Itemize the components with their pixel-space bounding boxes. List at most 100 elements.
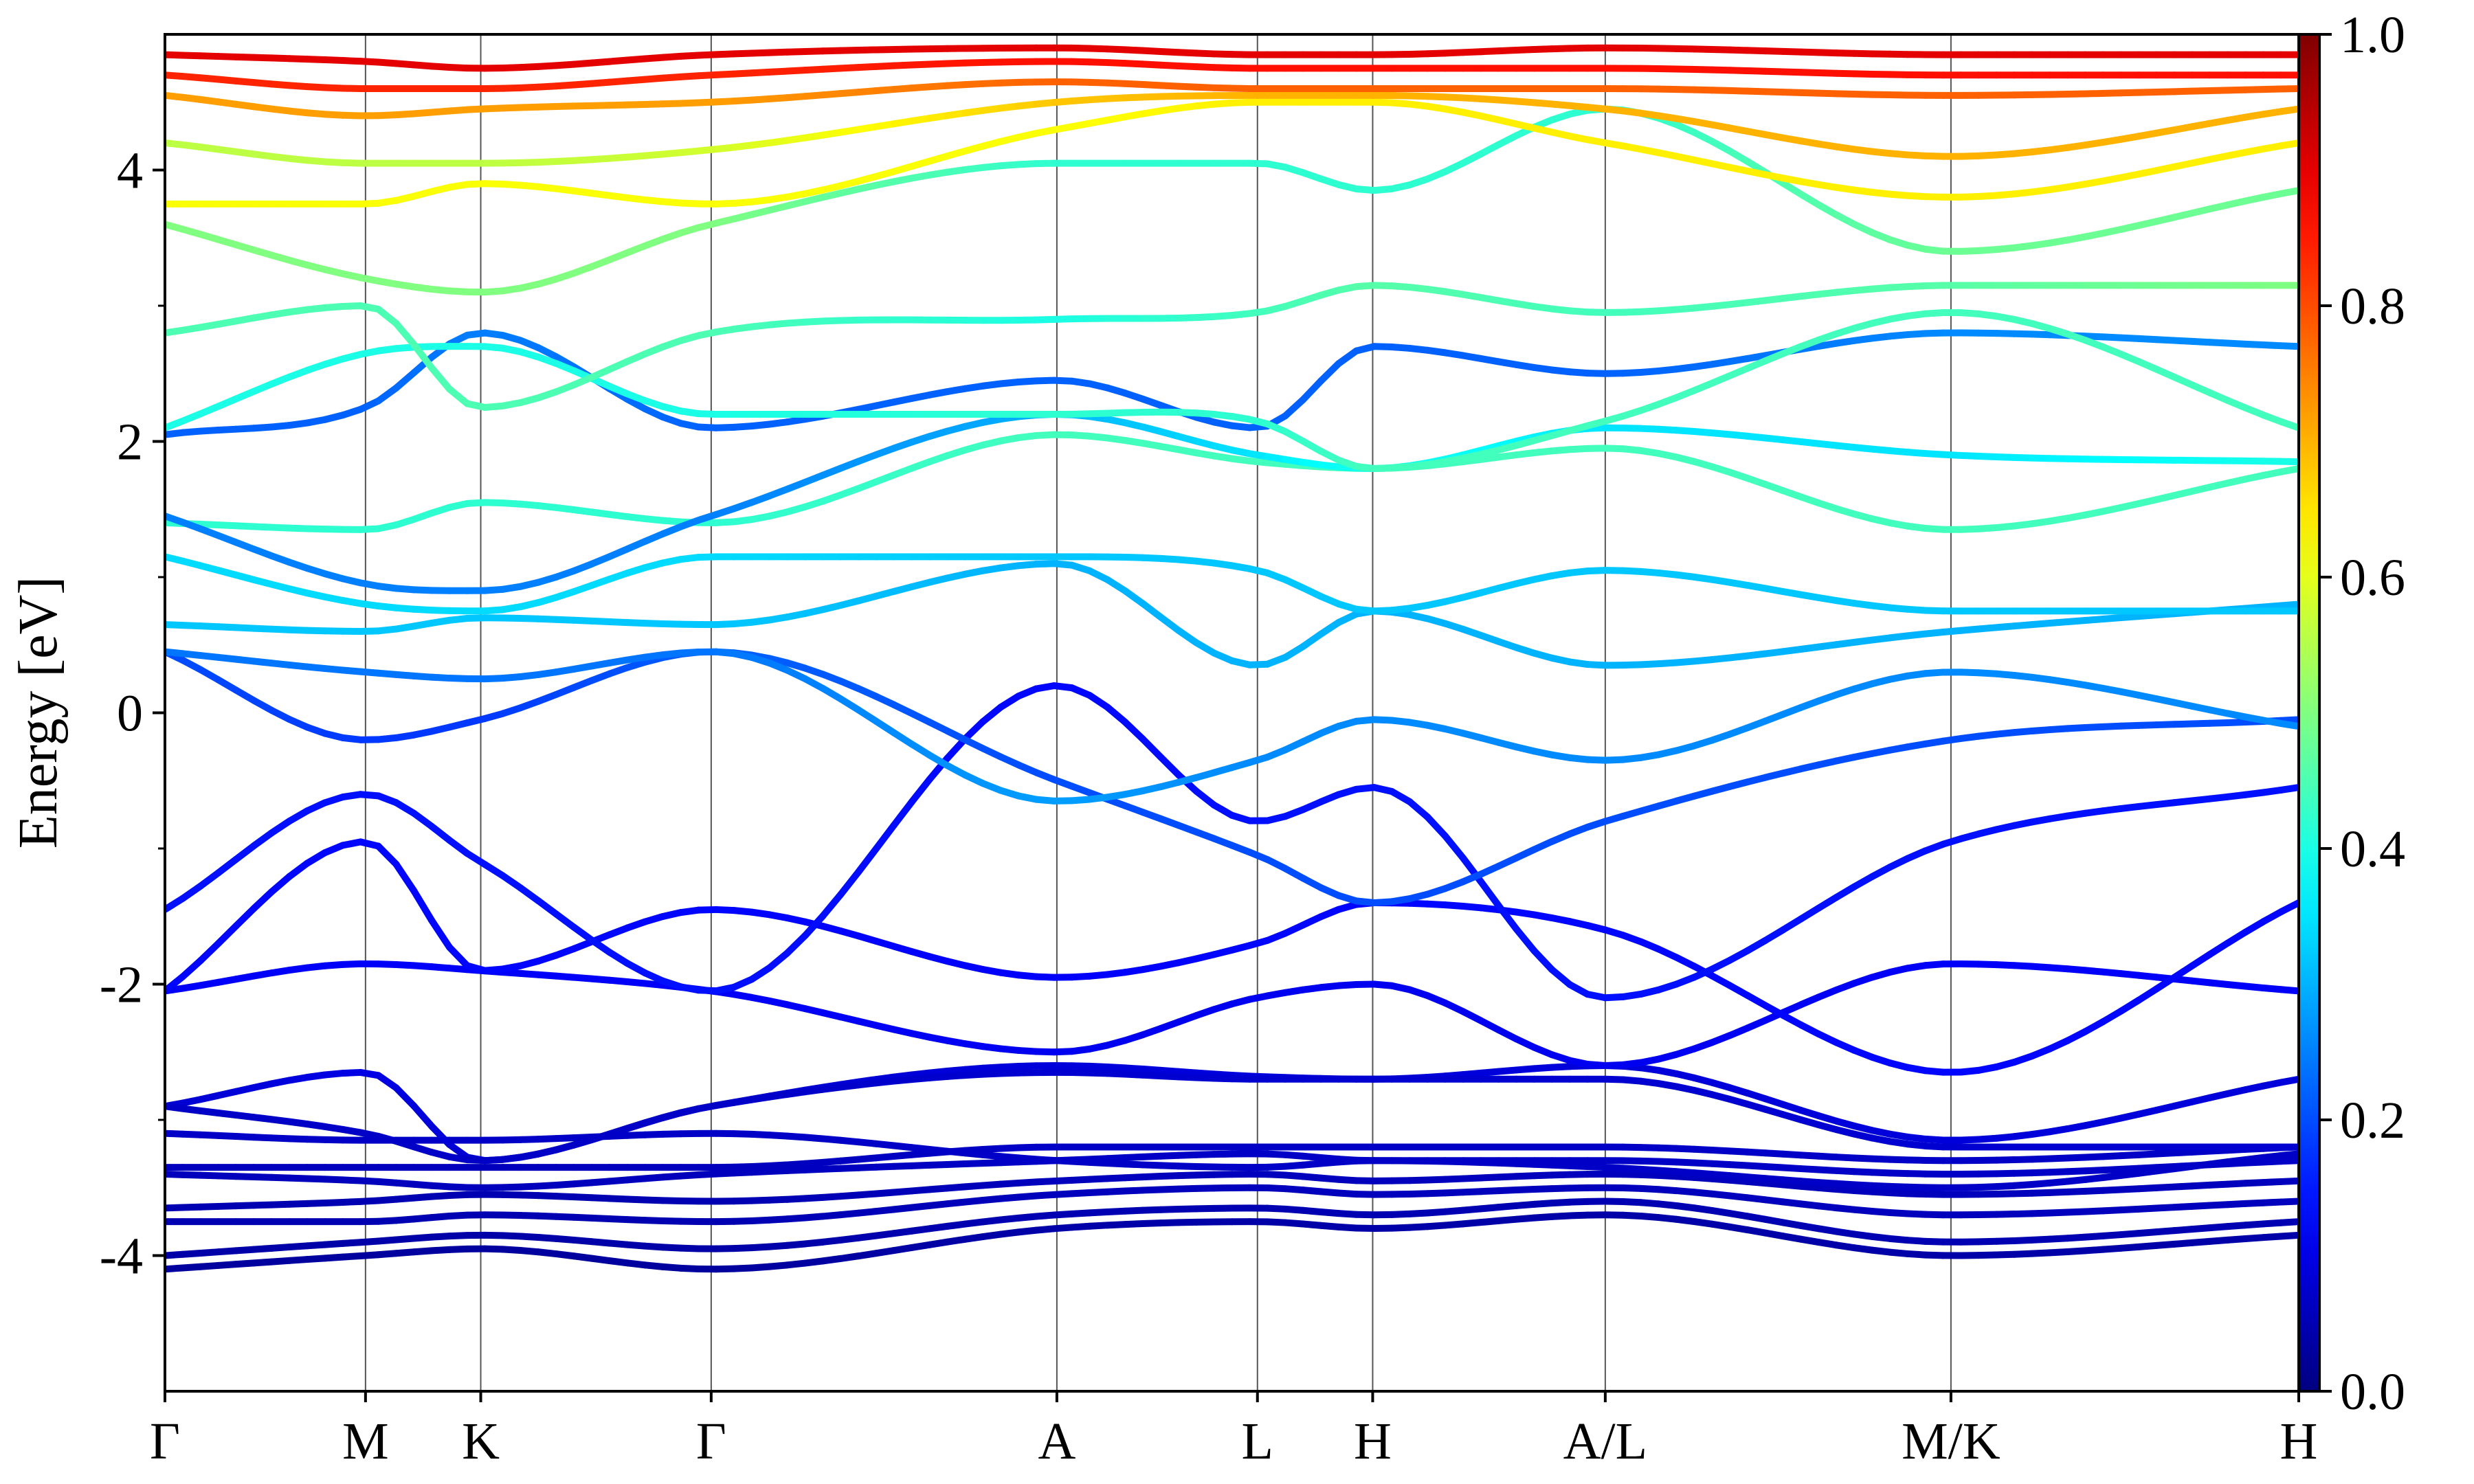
band-11-segment bbox=[1442, 832, 1467, 862]
band-20-segment bbox=[392, 319, 418, 348]
band-18-segment bbox=[1300, 377, 1324, 403]
band-10-segment bbox=[392, 860, 418, 895]
band-20 bbox=[165, 282, 2299, 412]
band-18-segment bbox=[1335, 347, 1360, 368]
band-11-segment bbox=[1530, 947, 1556, 974]
band-5 bbox=[165, 1143, 2299, 1171]
band-21-segment bbox=[1779, 179, 1805, 198]
band-10-segment bbox=[179, 957, 204, 980]
colorbar-tick-label-5: 1.0 bbox=[2340, 6, 2405, 64]
band-11-segment bbox=[165, 895, 186, 913]
band-11-segment bbox=[605, 948, 631, 967]
colorbar-tick-label-3: 0.6 bbox=[2340, 549, 2405, 607]
y-tick-label-4: -4 bbox=[100, 1228, 143, 1285]
band-11-segment bbox=[446, 836, 471, 857]
y-tick-label-3: -2 bbox=[100, 956, 143, 1014]
band-10-segment bbox=[446, 943, 471, 969]
band-20-segment bbox=[410, 341, 436, 372]
x-tick-label-5: L bbox=[1242, 1413, 1273, 1470]
band-11-segment bbox=[481, 861, 506, 879]
band-20-segment bbox=[375, 306, 400, 327]
band-10-segment bbox=[2170, 962, 2196, 981]
x-tick-label-4: A bbox=[1038, 1413, 1076, 1470]
x-tick-label-1: M bbox=[342, 1413, 389, 1470]
x-tick-label-9: H bbox=[2280, 1413, 2318, 1470]
band-10-segment bbox=[410, 887, 436, 924]
colorbar-tick-label-2: 0.4 bbox=[2340, 820, 2405, 878]
band-9-segment bbox=[2277, 986, 2299, 995]
band-23 bbox=[165, 91, 2299, 167]
band-12 bbox=[165, 648, 2299, 906]
band-11-segment bbox=[1424, 813, 1449, 840]
band-11-segment bbox=[1477, 878, 1502, 910]
band-13-segment bbox=[890, 729, 915, 748]
band-10-segment bbox=[2153, 974, 2178, 993]
band-11-segment bbox=[1779, 915, 1805, 934]
band-10-segment bbox=[2242, 918, 2267, 936]
band-20-segment bbox=[446, 385, 471, 407]
band-10-segment bbox=[286, 859, 311, 880]
band-6-segment bbox=[2277, 1150, 2299, 1160]
band-8 bbox=[165, 1068, 2299, 1165]
band-11-segment bbox=[1833, 883, 1858, 901]
band-18-segment bbox=[1317, 360, 1342, 385]
band-11-segment bbox=[1104, 704, 1129, 726]
band-11-segment bbox=[873, 822, 898, 853]
x-tick-label-6: H bbox=[1354, 1413, 1392, 1470]
band-13-segment bbox=[2277, 720, 2299, 730]
band-11-segment bbox=[2277, 784, 2299, 794]
band-10-segment bbox=[2135, 985, 2160, 1004]
band-18 bbox=[165, 329, 2299, 438]
band-10-segment bbox=[2224, 928, 2249, 947]
band-11-segment bbox=[1122, 719, 1147, 743]
band-14-segment bbox=[1104, 576, 1129, 595]
band-13-segment bbox=[873, 717, 898, 737]
band-2 bbox=[165, 1184, 2299, 1226]
band-11-segment bbox=[997, 693, 1022, 711]
x-tick-label-2: K bbox=[462, 1413, 500, 1470]
band-11-segment bbox=[979, 704, 1005, 726]
band-23-segment bbox=[2277, 105, 2299, 115]
band-10-segment bbox=[2277, 899, 2299, 916]
colorbar-frame bbox=[2297, 33, 2321, 1393]
band-13-segment bbox=[855, 706, 880, 725]
y-tick-label-1: 2 bbox=[117, 414, 143, 471]
band-11-segment bbox=[819, 891, 845, 920]
band-11-segment bbox=[463, 850, 489, 868]
band-1-segment bbox=[2277, 1218, 2299, 1226]
band-24 bbox=[165, 78, 2299, 120]
band-11-segment bbox=[268, 818, 293, 837]
band-7-segment bbox=[2277, 1075, 2299, 1086]
band-11-segment bbox=[1157, 754, 1182, 778]
band-10-segment bbox=[2117, 996, 2143, 1015]
band-11-segment bbox=[197, 869, 222, 890]
band-13-segment bbox=[837, 695, 862, 714]
x-tick-label-3: Γ bbox=[696, 1413, 726, 1470]
band-21-segment bbox=[1797, 190, 1823, 209]
band-11-segment bbox=[1495, 902, 1520, 933]
band-16-segment bbox=[2277, 465, 2299, 475]
band-7-segment bbox=[428, 1123, 453, 1148]
band-11-segment bbox=[890, 798, 915, 829]
band-14-segment bbox=[1282, 643, 1306, 661]
band-11-segment bbox=[1192, 787, 1218, 809]
band-26 bbox=[165, 44, 2299, 72]
band-14-segment bbox=[2277, 600, 2299, 609]
band-11-segment bbox=[1406, 798, 1431, 821]
band-10-segment bbox=[268, 873, 293, 896]
band-10-segment bbox=[375, 842, 400, 868]
y-axis: 4 2 0 -2 -4 bbox=[100, 142, 165, 1285]
x-tick-label-7: A/L bbox=[1563, 1413, 1647, 1470]
band-20-segment bbox=[428, 364, 453, 393]
band-11-segment bbox=[1548, 966, 1574, 988]
band-7-segment bbox=[375, 1072, 400, 1092]
band-11-segment bbox=[588, 936, 613, 956]
band-16 bbox=[165, 431, 2299, 533]
band-7-segment bbox=[392, 1084, 418, 1110]
colorbar-tick-label-4: 0.8 bbox=[2340, 278, 2405, 335]
colorbar-tick-label-1: 0.2 bbox=[2340, 1092, 2405, 1149]
band-11-segment bbox=[1139, 735, 1164, 761]
band-14-segment bbox=[1300, 631, 1324, 651]
band-14-segment bbox=[1139, 600, 1164, 621]
y-tick-label-0: 4 bbox=[117, 142, 143, 200]
